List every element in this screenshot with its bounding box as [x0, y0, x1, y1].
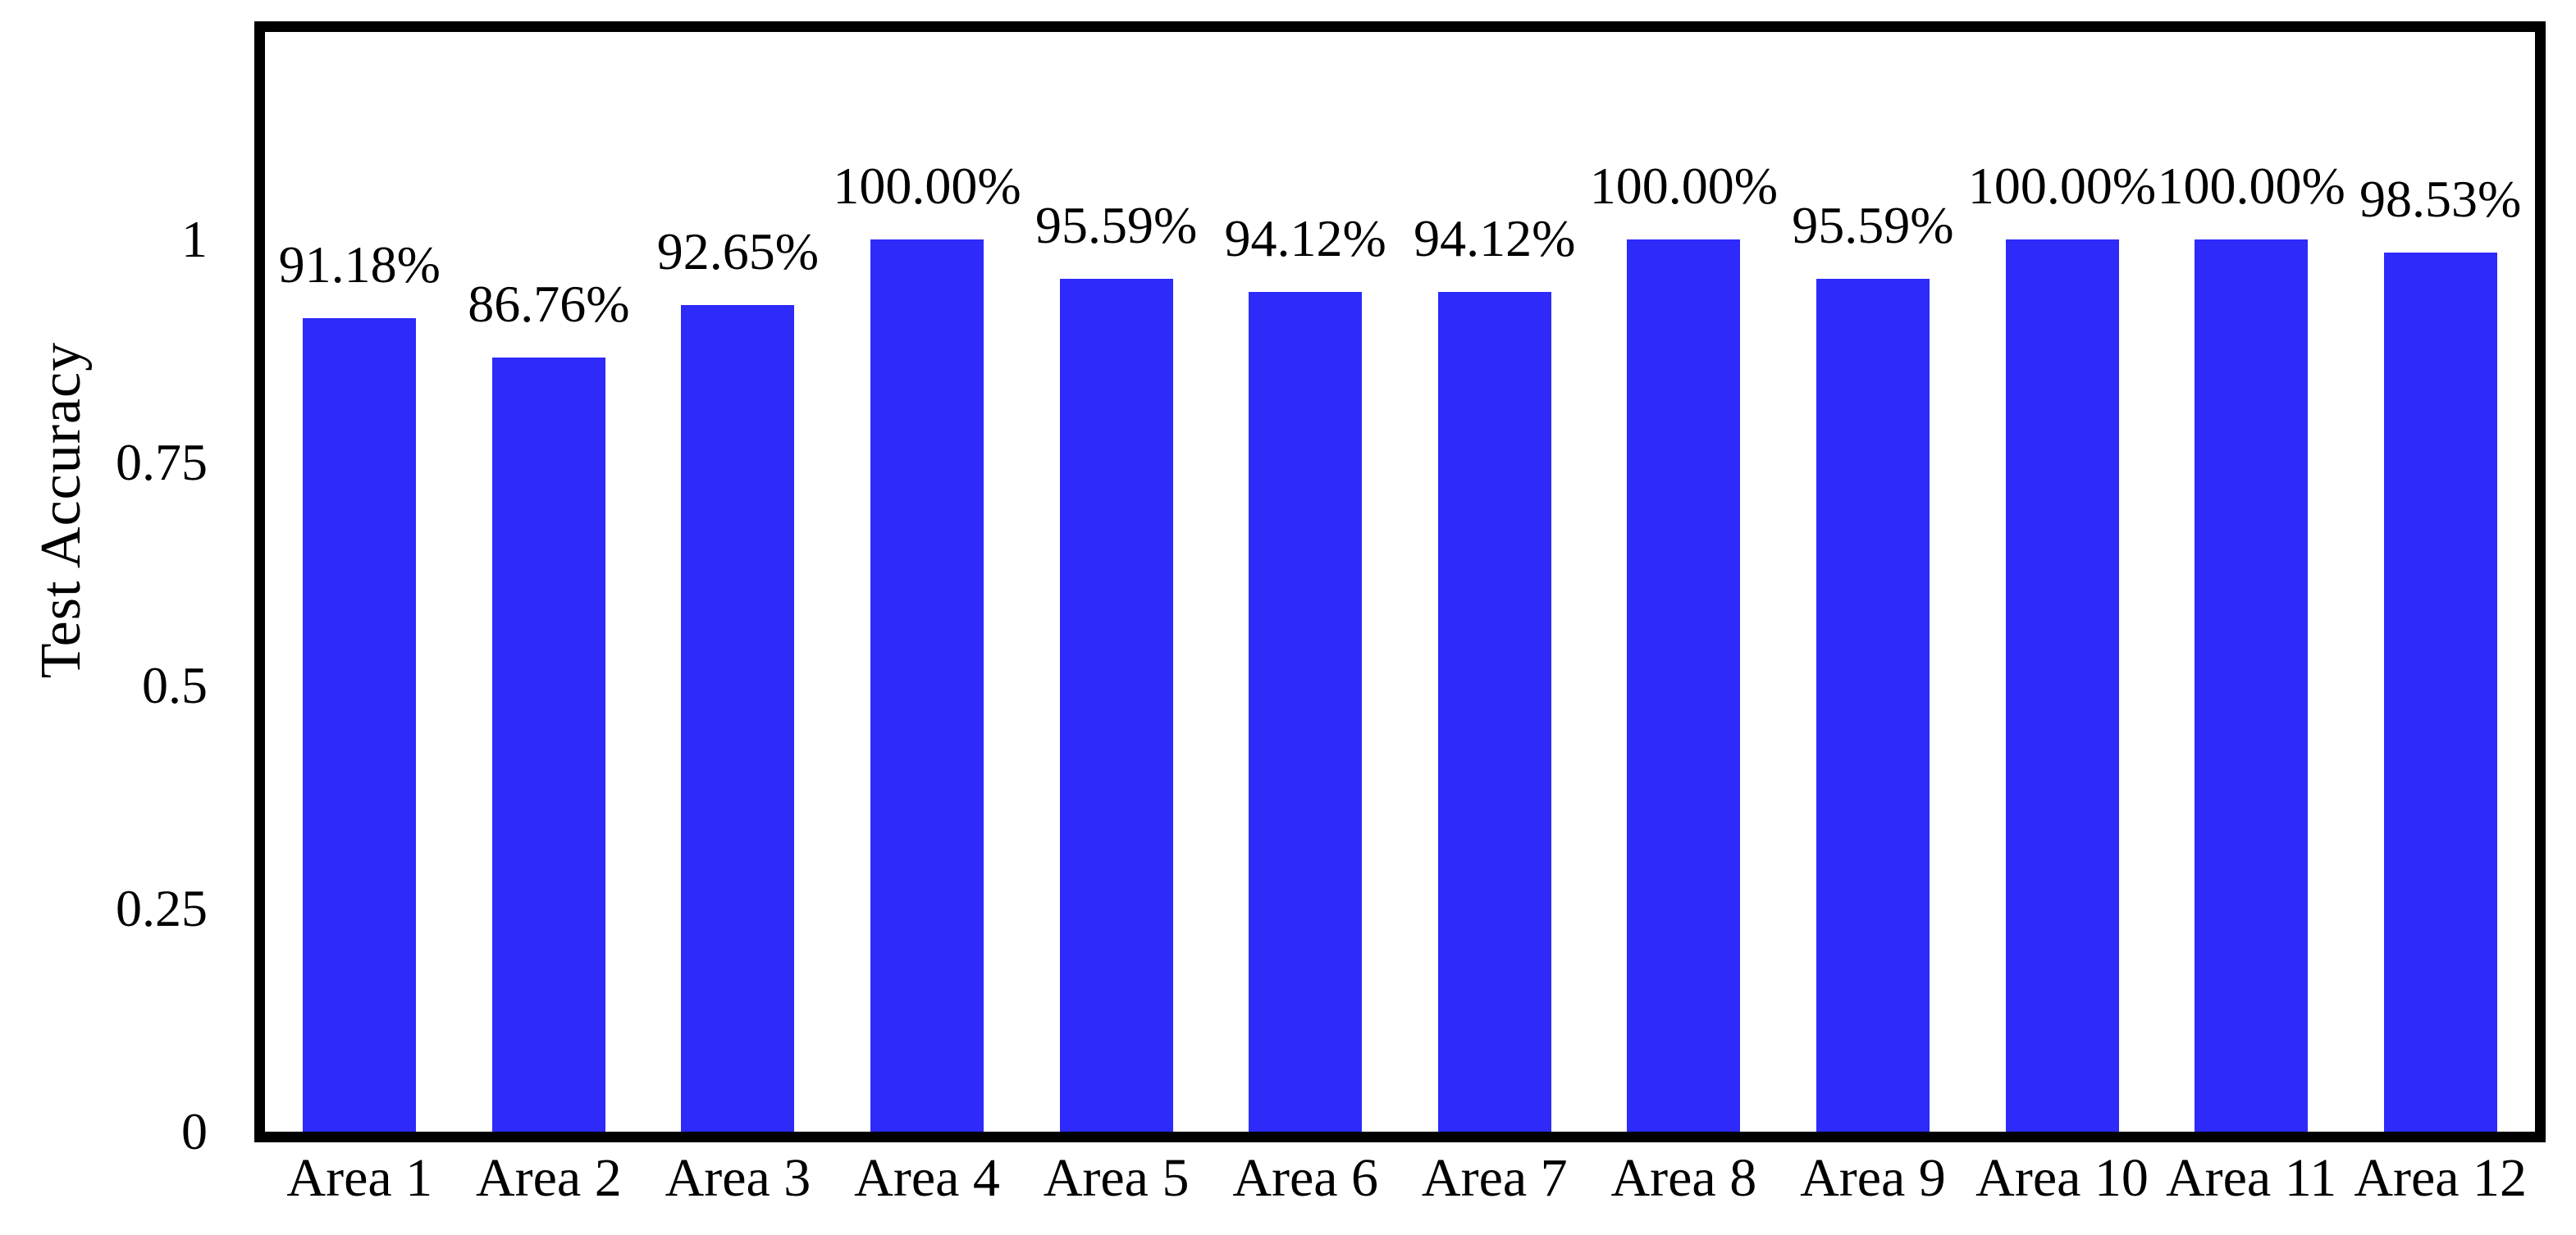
x-tick-label: Area 3 [665, 1148, 811, 1208]
x-tick-label: Area 9 [1800, 1148, 1946, 1208]
bar-value-label: 95.59% [1035, 196, 1198, 255]
y-tick-label: 1 [181, 210, 208, 269]
bar-value-label: 91.18% [278, 235, 441, 294]
x-tick-label: Area 10 [1975, 1148, 2149, 1208]
x-tick-label: Area 2 [476, 1148, 622, 1208]
bar-value-label: 100.00% [1589, 157, 1779, 216]
bar-value-label: 95.59% [1792, 196, 1954, 255]
bar [1437, 292, 1551, 1132]
bar [681, 305, 795, 1132]
bar-value-label: 100.00% [2157, 157, 2345, 216]
bar-slot: 94.12% [1211, 32, 1400, 1132]
x-tick-label: Area 4 [854, 1148, 1000, 1208]
bar [1816, 279, 1930, 1132]
x-tick-label: Area 1 [286, 1148, 433, 1208]
bar [1249, 292, 1363, 1132]
bar [2005, 239, 2119, 1132]
y-axis-title: Test Accuracy [30, 341, 93, 679]
x-tick-label: Area 12 [2354, 1148, 2528, 1208]
bar-slot: 100.00% [833, 32, 1022, 1132]
bar [303, 318, 417, 1132]
bar-slot: 95.59% [1779, 32, 1968, 1132]
bar-value-label: 86.76% [468, 275, 630, 334]
y-tick-label: 0.75 [116, 433, 208, 492]
bar [870, 239, 984, 1132]
bar-value-label: 100.00% [1967, 157, 2157, 216]
x-tick-label: Area 7 [1421, 1148, 1568, 1208]
bar-slot: 94.12% [1400, 32, 1590, 1132]
bar-slot: 91.18% [265, 32, 454, 1132]
bar-slot: 100.00% [1589, 32, 1779, 1132]
bar-value-label: 92.65% [656, 222, 820, 281]
bar-value-label: 98.53% [2359, 170, 2522, 229]
x-tick-label: Area 5 [1043, 1148, 1190, 1208]
bar [2383, 253, 2497, 1132]
x-tick-label: Area 11 [2165, 1148, 2337, 1208]
bar-value-label: 94.12% [1414, 209, 1576, 268]
plot-area: 91.18% 86.76% 92.65% 100.00% 95.59% 94.12% 94.… [254, 21, 2546, 1142]
y-tick-label: 0.25 [116, 879, 208, 938]
bar-value-label: 100.00% [833, 157, 1021, 216]
bar [1059, 279, 1173, 1132]
y-tick-label: 0.5 [142, 656, 208, 715]
x-tick-label: Area 6 [1232, 1148, 1379, 1208]
bar [2195, 239, 2309, 1132]
y-tick-label: 0 [181, 1102, 208, 1160]
x-tick-label: Area 8 [1610, 1148, 1757, 1208]
bar-value-label: 94.12% [1224, 209, 1386, 268]
bar-slot: 100.00% [2157, 32, 2346, 1132]
bar [491, 358, 605, 1132]
bar-slot: 98.53% [2345, 32, 2535, 1132]
bar-slot: 86.76% [454, 32, 644, 1132]
bar-slot: 100.00% [1967, 32, 2157, 1132]
bar-slot: 95.59% [1021, 32, 1211, 1132]
bar [1627, 239, 1741, 1132]
bar-slot: 92.65% [643, 32, 833, 1132]
